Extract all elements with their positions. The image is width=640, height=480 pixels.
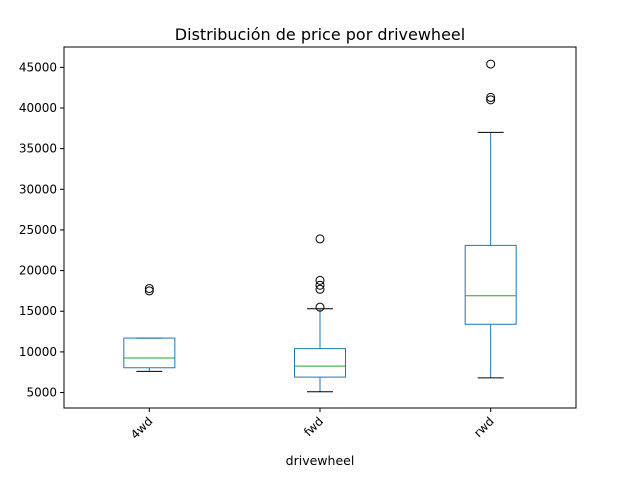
x-axis-label: drivewheel	[286, 453, 355, 468]
y-tick-label: 30000	[19, 182, 57, 196]
box-rwd	[464, 244, 517, 325]
y-tick-label: 40000	[19, 101, 57, 115]
flier-point	[315, 302, 325, 312]
x-tick-label: 4wd	[128, 414, 156, 442]
y-tick-label: 5000	[26, 386, 57, 400]
plot-area: 5000 10000 15000 20000 25000 30000 35000 40000 4…	[19, 46, 577, 442]
flier-point	[315, 280, 325, 290]
flier-point	[486, 95, 496, 105]
y-tick-label: 35000	[19, 142, 57, 156]
y-tick-label: 10000	[19, 345, 57, 359]
chart-title: Distribución de price por drivewheel	[175, 25, 465, 44]
flier-point	[315, 234, 325, 244]
flier-point	[144, 286, 154, 296]
y-tick-label: 20000	[19, 264, 57, 278]
flier-point	[315, 284, 325, 294]
y-tick-label: 25000	[19, 223, 57, 237]
x-tick-label: rwd	[471, 414, 497, 440]
flier-point	[486, 59, 496, 69]
plot-frame	[63, 46, 577, 409]
flier-point	[144, 283, 154, 293]
y-tick-label: 45000	[19, 60, 57, 74]
flier-point	[315, 275, 325, 285]
box-4wd	[123, 337, 176, 369]
flier-point	[486, 92, 496, 102]
y-tick-label: 15000	[19, 304, 57, 318]
box-fwd	[294, 348, 346, 378]
x-tick-label: fwd	[301, 414, 326, 439]
